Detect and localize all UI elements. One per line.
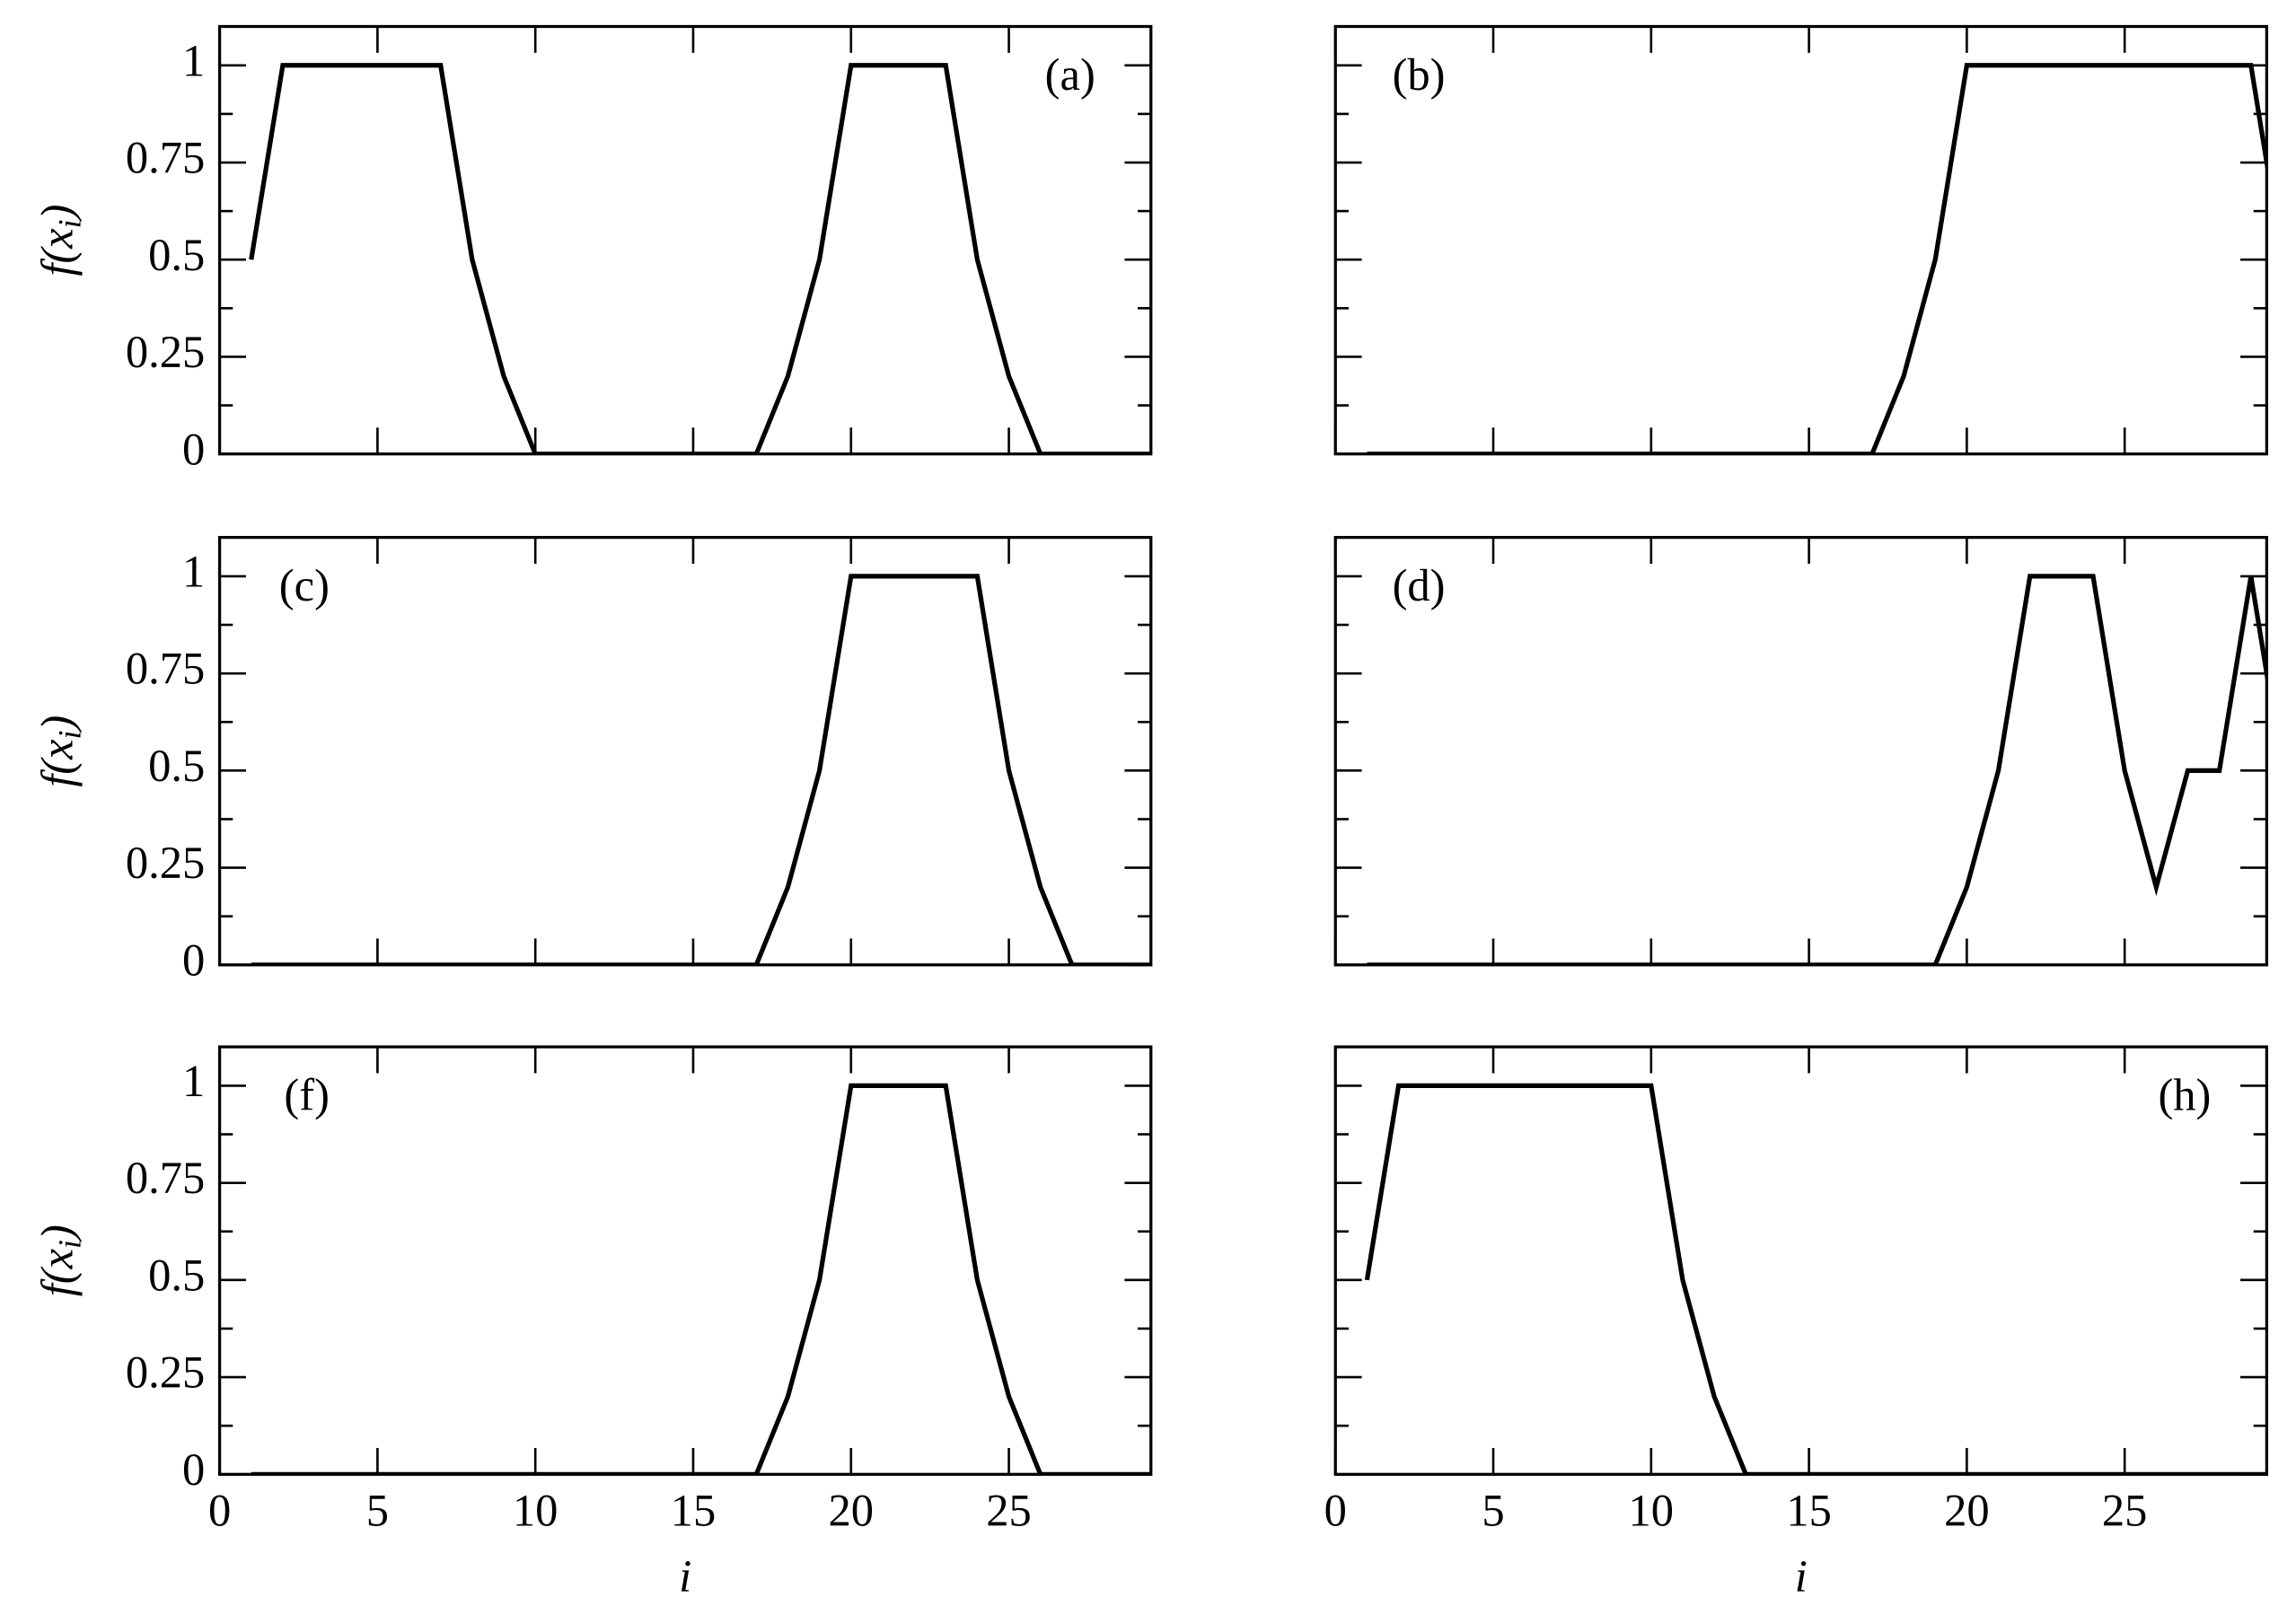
y-tick-label: 1 (182, 547, 205, 597)
data-line (1367, 63, 2267, 454)
panel-label: (h) (2158, 1069, 2211, 1119)
y-axis-label-part: i (52, 1240, 88, 1249)
panel-label: (b) (1393, 49, 1446, 100)
panel: (b) (1333, 24, 2269, 456)
y-tick-label: 1 (182, 35, 205, 85)
y-axis-label-part: ) (31, 715, 82, 733)
y-tick-label: 0 (182, 424, 205, 474)
y-tick-label: 0 (182, 935, 205, 985)
y-axis-label-part: f(x (31, 1248, 82, 1296)
y-tick-label: 0.5 (148, 1250, 205, 1300)
x-tick-label: 0 (1324, 1486, 1347, 1536)
y-axis-label: f(xi) (31, 715, 88, 787)
panel-label: (a) (1045, 49, 1095, 100)
data-line (251, 1083, 1151, 1475)
plot-frame (1333, 535, 2269, 967)
panel-label: (d) (1393, 560, 1446, 610)
y-tick-label: 0.75 (126, 1153, 205, 1203)
x-tick-label: 5 (1482, 1486, 1504, 1536)
panel: 0 0.25 0.5 0.75 1 (a) f(xi) (31, 24, 1153, 474)
x-axis-label: i (679, 1551, 691, 1602)
panel-label: (c) (279, 560, 330, 610)
y-axis-label-part: i (52, 219, 88, 228)
x-tick-label: 20 (1944, 1486, 1990, 1536)
x-tick-label: 10 (513, 1486, 559, 1536)
x-tick-label: 10 (1629, 1486, 1675, 1536)
x-tick-label: 25 (2102, 1486, 2148, 1536)
plot-frame (217, 535, 1153, 967)
x-tick-label: 5 (366, 1486, 389, 1536)
x-tick-label: 15 (1786, 1486, 1832, 1536)
y-tick-label: 0.75 (126, 133, 205, 183)
data-line (1367, 574, 2267, 965)
y-tick-label: 1 (182, 1056, 205, 1106)
data-line (251, 574, 1151, 965)
panel: (d) (1333, 535, 2269, 967)
data-line (1364, 1083, 2267, 1475)
y-axis-label-part: ) (31, 1224, 82, 1242)
x-axis-label: i (1795, 1551, 1808, 1602)
y-tick-label: 0.25 (126, 327, 205, 377)
y-tick-label: 0.25 (126, 838, 205, 888)
y-axis-label: f(xi) (31, 205, 88, 276)
x-tick-label: 25 (986, 1486, 1032, 1536)
plot-frame (217, 24, 1153, 456)
x-tick-label: 15 (671, 1486, 717, 1536)
plot-frame (1333, 1045, 2269, 1476)
data-line (249, 63, 1151, 454)
panel: 0 5 10 15 20 25 (h) i (1324, 1045, 2269, 1602)
x-tick-label: 0 (208, 1486, 231, 1536)
y-axis-label-part: f(x (31, 228, 82, 276)
y-tick-label: 0 (182, 1444, 205, 1495)
y-tick-label: 0.5 (148, 230, 205, 280)
panel-label: (f) (284, 1069, 330, 1119)
x-tick-label: 20 (828, 1486, 874, 1536)
y-tick-label: 0.5 (148, 741, 205, 791)
y-axis-label: f(xi) (31, 1224, 88, 1296)
plot-frame (217, 1045, 1153, 1476)
panel: 0 0.25 0.5 0.75 1 (c) f(xi) (31, 535, 1153, 985)
y-axis-label-part: i (52, 730, 88, 739)
y-axis-label-part: ) (31, 205, 82, 223)
y-tick-label: 0.75 (126, 644, 205, 694)
y-tick-label: 0.25 (126, 1347, 205, 1398)
y-axis-label-part: f(x (31, 739, 82, 787)
plot-frame (1333, 24, 2269, 456)
